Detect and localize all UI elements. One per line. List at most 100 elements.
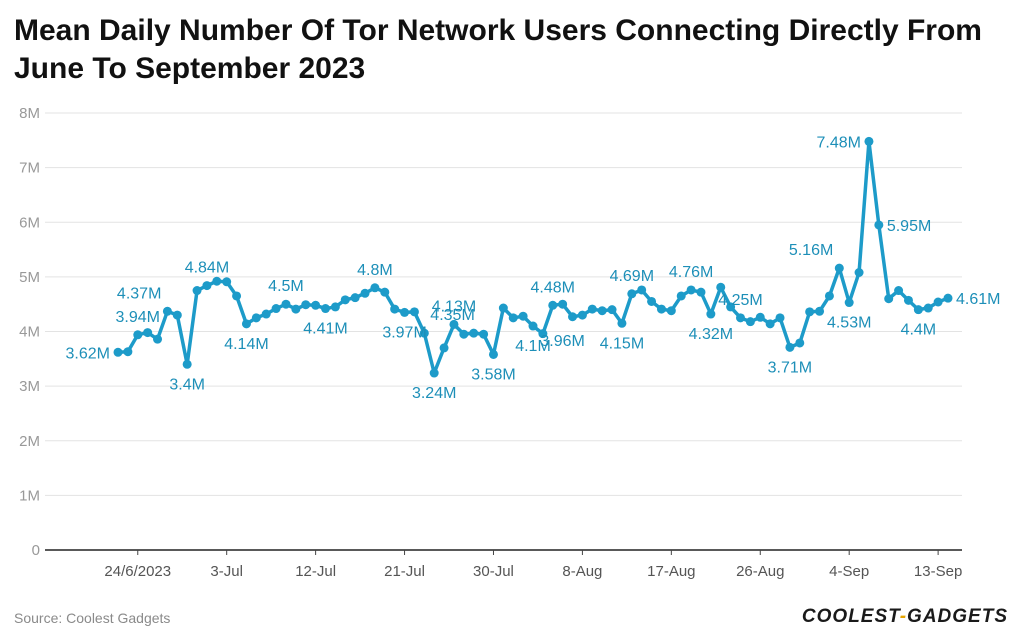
data-point (321, 304, 330, 314)
data-label: 3.58M (471, 366, 515, 383)
data-point (716, 282, 726, 292)
data-label: 3.97M (382, 324, 426, 341)
data-label: 4.76M (669, 264, 713, 281)
logo-left: COOLEST (801, 606, 900, 627)
data-point (647, 296, 657, 306)
data-label: 4.35M (430, 307, 474, 324)
x-tick-label: 30-Jul (473, 563, 514, 580)
data-label: 5.16M (789, 242, 833, 259)
data-label: 4.5M (268, 278, 304, 295)
x-tick-label: 12-Jul (295, 563, 336, 580)
data-point (903, 295, 913, 305)
data-label: 4.15M (600, 335, 644, 352)
data-label: 7.48M (816, 134, 860, 151)
data-point (587, 304, 597, 314)
data-point (805, 307, 815, 317)
data-point (795, 338, 805, 348)
data-point (577, 310, 587, 320)
data-point (854, 268, 864, 278)
data-point (390, 304, 400, 314)
y-tick-label: 0 (32, 542, 40, 559)
data-label: 4.13M (432, 298, 476, 315)
data-point (409, 307, 419, 317)
data-label: 4.69M (610, 268, 654, 285)
data-label: 3.62M (66, 345, 110, 362)
data-label: 4.1M (515, 338, 551, 355)
data-label: 4.25M (718, 292, 762, 309)
data-point (202, 281, 212, 291)
data-point (884, 294, 894, 304)
data-label: 3.94M (116, 309, 160, 326)
data-point (696, 287, 706, 297)
data-point (923, 303, 933, 313)
data-point (686, 285, 696, 295)
data-point (874, 220, 884, 230)
x-tick-label: 17-Aug (647, 563, 695, 580)
data-point (449, 319, 459, 329)
data-label: 3.96M (540, 333, 584, 350)
data-point (192, 286, 202, 296)
x-tick-label: 4-Sep (829, 563, 869, 580)
data-point (943, 293, 953, 303)
data-labels: 3.62M 3.94M 4.37M 3.4M 4.84M 4.14M 4.5M 4.41M 4.… (66, 134, 1001, 402)
data-point (419, 328, 429, 338)
data-label: 4.48M (531, 279, 575, 296)
data-point (370, 283, 380, 293)
data-point (479, 329, 489, 339)
data-point (172, 310, 182, 320)
data-label: 3.24M (412, 385, 456, 402)
data-point (113, 347, 123, 357)
data-point (123, 347, 133, 357)
data-point (548, 300, 558, 310)
data-label: 3.4M (169, 376, 205, 393)
data-point (153, 334, 163, 344)
data-label: 4.32M (689, 326, 733, 343)
data-point (864, 136, 874, 146)
y-tick-label: 4M (19, 324, 40, 341)
data-label: 5.95M (887, 218, 931, 235)
data-point (350, 293, 360, 303)
data-point (656, 304, 666, 314)
data-point (469, 328, 479, 338)
data-point (488, 349, 498, 359)
x-tick-label: 24/6/2023 (104, 563, 171, 580)
data-point (706, 309, 716, 319)
data-label: 4.61M (956, 291, 1000, 308)
data-point (834, 263, 844, 273)
data-label: 4.14M (224, 336, 268, 353)
data-point (271, 304, 281, 314)
data-point (143, 328, 153, 338)
data-point (607, 305, 617, 315)
data-label: 4.41M (303, 321, 347, 338)
data-point (844, 298, 854, 308)
data-point (340, 295, 350, 305)
y-tick-label: 5M (19, 269, 40, 286)
data-point (459, 329, 469, 339)
data-point (538, 329, 548, 339)
data-point (429, 368, 439, 378)
x-tick-label: 13-Sep (914, 563, 962, 580)
data-point (785, 342, 795, 352)
data-point (518, 311, 528, 321)
data-point (212, 276, 222, 286)
data-point (241, 319, 251, 329)
y-axis-ticks: 0 1M 2M 3M 4M 5M 6M 7M 8M (19, 105, 40, 559)
data-point (597, 306, 607, 316)
data-label: 4.4M (901, 322, 937, 339)
data-point (736, 313, 745, 323)
data-point (617, 318, 627, 328)
line-chart: 0 1M 2M 3M 4M 5M 6M 7M 8M 24/6/2023 3-Jul 12-Jul 21… (19, 105, 1001, 580)
data-point (755, 312, 765, 322)
source-note: Source: Coolest Gadgets (14, 610, 171, 626)
data-point (775, 313, 785, 323)
data-point (133, 330, 143, 340)
x-tick-label: 3-Jul (210, 563, 243, 580)
data-point (913, 305, 923, 315)
data-point (508, 313, 518, 323)
data-point (568, 312, 578, 322)
x-tick-label: 21-Jul (384, 563, 425, 580)
data-point (301, 300, 311, 310)
data-point (182, 359, 192, 369)
data-point (439, 343, 449, 353)
y-tick-label: 2M (19, 433, 40, 450)
